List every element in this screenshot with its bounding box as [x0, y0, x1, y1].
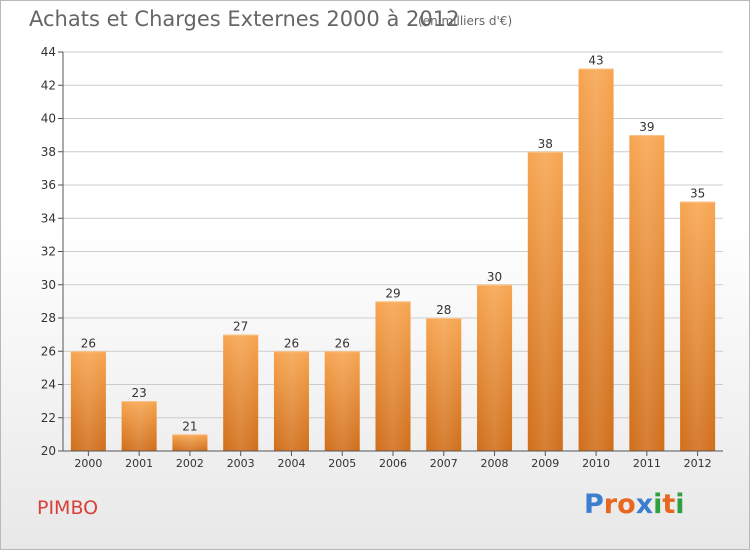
bar-highlight: [172, 434, 208, 451]
chart-title: Achats et Charges Externes 2000 à 2012: [29, 7, 460, 31]
bar-highlight: [273, 351, 309, 451]
location-name: PIMBO: [37, 497, 99, 519]
bar-highlight: [223, 334, 259, 451]
bar-highlight: [324, 351, 360, 451]
axes: [58, 51, 723, 456]
bar-value-label: 38: [538, 137, 553, 151]
bar-highlight: [527, 151, 563, 451]
bar-highlight: [375, 301, 411, 451]
x-tick-label: 2012: [684, 457, 712, 470]
y-tick-label: 26: [41, 344, 56, 358]
brand-letter: r: [603, 489, 618, 520]
bar-value-label: 21: [182, 419, 197, 433]
bar-value-label: 27: [233, 320, 248, 334]
y-tick-label: 20: [41, 444, 56, 458]
bar-highlight: [578, 68, 614, 451]
x-tick-label: 2007: [430, 457, 458, 470]
bar-value-label: 35: [690, 187, 705, 201]
bar-value-label: 26: [81, 336, 96, 350]
y-tick-label: 28: [41, 311, 56, 325]
x-tick-label: 2004: [277, 457, 305, 470]
bar-highlight: [629, 135, 665, 451]
brand-letter: o: [617, 489, 636, 520]
y-tick-label: 34: [41, 211, 56, 225]
x-tick-label: 2011: [633, 457, 661, 470]
x-tick-label: 2001: [125, 457, 153, 470]
x-tick-label: 2003: [227, 457, 255, 470]
y-tick-label: 42: [41, 78, 56, 92]
brand-letter: P: [584, 489, 604, 520]
x-tick-label: 2008: [481, 457, 509, 470]
y-tick-label: 30: [41, 278, 56, 292]
x-tick-label: 2010: [582, 457, 610, 470]
y-tick-label: 22: [41, 411, 56, 425]
brand-letter: x: [635, 489, 654, 520]
y-tick-label: 36: [41, 178, 56, 192]
bar-value-label: 43: [588, 54, 603, 68]
y-tick-label: 24: [41, 378, 56, 392]
bar-highlight: [426, 318, 462, 451]
x-tick-label: 2006: [379, 457, 407, 470]
bar-value-label: 26: [335, 336, 350, 350]
bar-highlight: [121, 401, 157, 451]
labels: 20 22 24 26 28 30 32 34 36 38 40 42 44 26 2000 23 2001 21…: [41, 45, 712, 470]
bar-value-label: 28: [436, 303, 451, 317]
bar-highlight: [477, 284, 513, 451]
bar-value-label: 30: [487, 270, 502, 284]
y-tick-label: 32: [41, 245, 56, 259]
bar-highlight: [70, 351, 106, 451]
bars: [70, 68, 716, 451]
bar-value-label: 26: [284, 336, 299, 350]
bar-value-label: 39: [639, 120, 654, 134]
bar-value-label: 23: [132, 386, 147, 400]
brand-logo: Proxiti: [584, 489, 685, 520]
brand-letter: i: [653, 489, 663, 520]
x-tick-label: 2005: [328, 457, 356, 470]
brand-letter: i: [675, 489, 685, 520]
brand-letter: t: [662, 489, 676, 520]
y-tick-label: 38: [41, 145, 56, 159]
y-tick-label: 44: [41, 45, 56, 59]
bar-highlight: [680, 201, 716, 451]
bar-value-label: 29: [385, 286, 400, 300]
chart-subtitle: (en milliers d'€): [418, 14, 513, 28]
x-tick-label: 2009: [531, 457, 559, 470]
x-tick-label: 2002: [176, 457, 204, 470]
y-tick-label: 40: [41, 112, 56, 126]
x-tick-label: 2000: [74, 457, 102, 470]
